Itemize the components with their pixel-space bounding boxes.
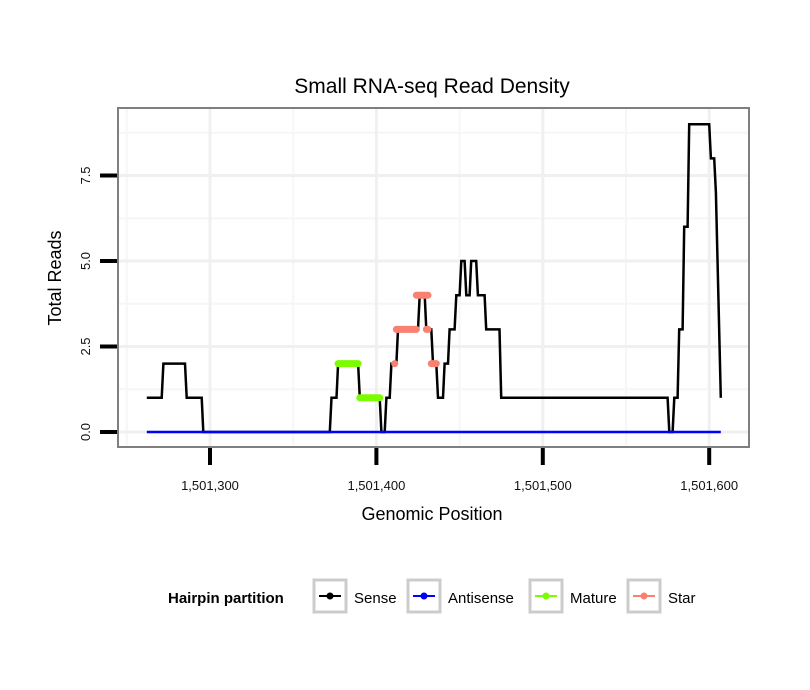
legend-label-sense: Sense [354,590,397,607]
legend-key-point [420,592,428,600]
legend-title: Hairpin partition [168,590,284,607]
y-tick-label: 2.5 [78,337,93,355]
y-tick-label: 0.0 [78,423,93,441]
legend-key-point [640,592,648,600]
legend-label-star: Star [668,590,696,607]
x-tick-label: 1,501,500 [514,478,572,493]
plot-panel [118,108,749,447]
plot-border [117,107,750,448]
legend-label-mature: Mature [570,590,617,607]
x-axis-title: Genomic Position [361,504,502,524]
x-tick-label: 1,501,600 [680,478,738,493]
y-tick-label: 5.0 [78,252,93,270]
y-axis-title: Total Reads [45,230,65,325]
y-tick-label: 7.5 [78,166,93,184]
chart-title: Small RNA-seq Read Density [294,75,570,98]
legend-key-point [542,592,550,600]
x-tick-label: 1,501,300 [181,478,239,493]
legend-label-antisense: Antisense [448,590,514,607]
legend-key-point [326,592,334,600]
legend: Hairpin partition Sense Antisense Mature St… [168,578,696,614]
x-tick-label: 1,501,400 [347,478,405,493]
